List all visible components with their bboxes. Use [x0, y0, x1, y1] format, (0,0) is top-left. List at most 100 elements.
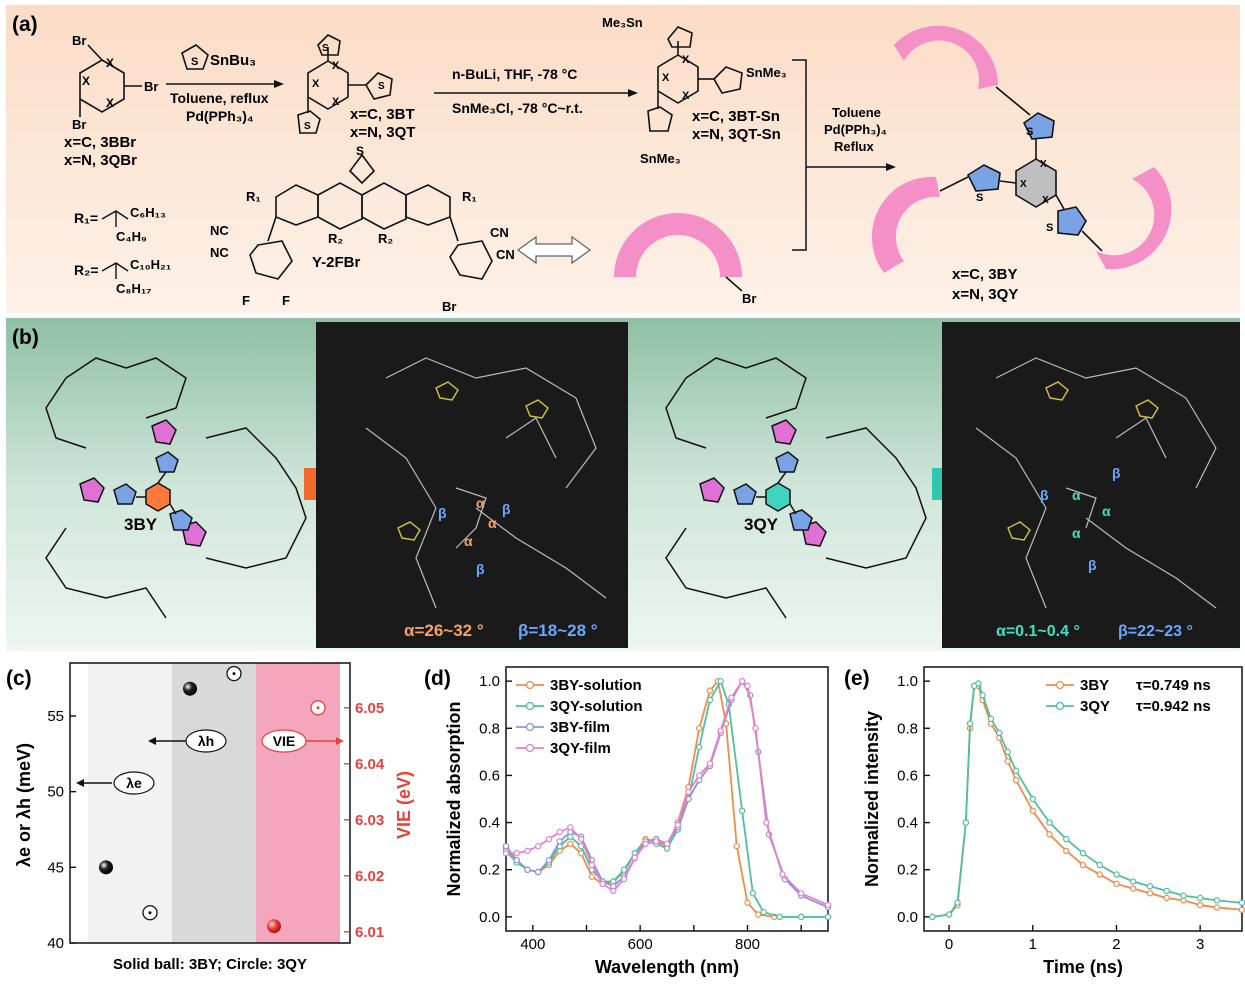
ytick-label: 0.4: [479, 815, 500, 832]
series-point-2: [524, 866, 531, 873]
series-point-1: [1113, 871, 1120, 878]
series-point-3: [738, 677, 746, 685]
product-line-1: x=C, 3BY: [952, 266, 1017, 283]
angles-3by-beta: β=18~28 °: [518, 621, 598, 640]
series-point-0: [1213, 904, 1221, 911]
atom-x-sn-2: X: [662, 72, 670, 84]
product-arc-3: [1096, 167, 1172, 270]
legend-annotation-0: τ=0.749 ns: [1136, 677, 1211, 694]
conformer-3qy-bg: [942, 322, 1240, 648]
3by-point-1: [183, 681, 197, 696]
series-point-1: [797, 913, 805, 921]
mid-line-1: x=C, 3BT: [350, 106, 415, 123]
atom-nc-y-1: NC: [210, 223, 229, 238]
xtick-label: 800: [735, 936, 760, 953]
legend-label-2: 3BY-film: [550, 719, 610, 736]
product-core: [939, 86, 1103, 252]
arrow-le-head: [76, 779, 84, 787]
arrow-1-head: [274, 80, 284, 88]
series-point-0: [1012, 776, 1020, 784]
legend-label-0: 3BY: [1080, 677, 1109, 694]
series-point-3: [706, 760, 714, 767]
panel-b-structures: (b) 3BY: [12, 322, 1240, 648]
atom-br-3: Br: [72, 117, 86, 132]
atom-x-mid-2: X: [312, 78, 320, 90]
beta-3qy-1: β: [1040, 487, 1049, 503]
arrow-2-head: [628, 89, 638, 97]
chart-c: (c) 40 45 50 55 6.01 6.02 6.03 6.04 6.05 λe or …: [6, 662, 414, 973]
atom-s-p3: S: [1046, 222, 1053, 234]
3qy-point-dot-1: [232, 672, 236, 676]
series-point-1: [979, 692, 986, 699]
atom-s-mid-3: S: [304, 121, 311, 132]
legend-marker-2: [525, 722, 535, 732]
cond1-line-2: Pd(PPh₃)₄: [186, 108, 254, 124]
series-point-0: [755, 911, 762, 918]
atom-s-p1: S: [1026, 126, 1033, 138]
panel-c-label: (c): [6, 667, 32, 690]
ytick-right-label: 6.05: [355, 700, 384, 717]
series-point-2: [502, 842, 510, 850]
ytick-left-label: 45: [47, 859, 64, 876]
c-points: [99, 665, 326, 934]
plot-frame-e: [923, 666, 1243, 932]
ytick-right-label: 6.03: [355, 812, 384, 829]
series-point-0: [696, 725, 703, 732]
series-e: [929, 680, 1245, 921]
band-vie: [256, 663, 340, 943]
panel-a-label: (a): [12, 13, 38, 36]
product-arc-2: [871, 176, 940, 273]
tag-vie: VIE: [273, 733, 296, 749]
cond3-line-1: Toluene: [832, 105, 881, 120]
series-point-1: [1004, 748, 1011, 756]
alpha-3by-2: α: [488, 515, 497, 531]
series-point-0: [1163, 894, 1170, 902]
series-line-1: [932, 682, 1243, 918]
conformer-3by-bg: [316, 322, 628, 648]
xlabel-d: Wavelength (nm): [595, 957, 739, 977]
panel-b-label: (b): [12, 326, 39, 349]
me3sn-label: Me₃Sn: [602, 15, 643, 30]
tag-lh-oval: [185, 729, 227, 753]
atom-r2-y-2: R₂: [378, 231, 393, 246]
cond1-line-1: Toluene, reflux: [170, 90, 269, 106]
series-point-3: [744, 682, 751, 690]
series-point-3: [696, 772, 703, 779]
ylabel-e: Normalized intensity: [862, 711, 882, 887]
band-lambda-h: [172, 663, 256, 943]
xlabel-e: Time (ns): [1043, 957, 1123, 977]
legend-marker-3: [525, 743, 535, 753]
legend-label-3: 3QY-film: [550, 740, 611, 757]
series-point-1: [776, 913, 783, 921]
atom-s-mid-2: S: [378, 81, 385, 92]
r2-label: R₂=: [74, 262, 99, 278]
series-point-3: [824, 901, 832, 909]
y2fbr-structure: [249, 153, 493, 280]
series-point-3: [588, 861, 596, 869]
series-point-1: [717, 677, 724, 685]
series-point-1: [824, 913, 832, 921]
series-point-1: [1180, 892, 1187, 899]
band-lambda-e: [88, 663, 172, 943]
legend-e: 3BY τ=0.749 ns 3QY τ=0.942 ns: [1046, 677, 1211, 715]
legend-marker-1: [1055, 701, 1065, 711]
ytick-label: 0.8: [897, 720, 918, 737]
r2-sub-1: C₁₀H₂₁: [130, 257, 171, 272]
atom-f-y-1: F: [242, 293, 250, 308]
series-line-1: [505, 678, 828, 918]
atom-x-1: X: [106, 56, 114, 70]
series-point-0: [1238, 906, 1245, 913]
panel-a-scheme: (a) Br Br Br X X X x=C, 3BBr x=N, 3QBr S…: [12, 13, 1172, 314]
chart-e: (e) 0 1 2 3 0.0 0.2 0.4 0.6 0.8 1.0 3BY τ=0.749 ns…: [844, 666, 1245, 977]
atom-x-3: X: [106, 96, 114, 110]
atom-f-y-2: F: [282, 293, 290, 308]
xtick-label: 400: [520, 936, 545, 953]
series-point-0: [1063, 847, 1070, 855]
panel-d-label: (d): [424, 667, 451, 690]
series-point-1: [738, 807, 746, 814]
legend-label-0: 3BY-solution: [550, 677, 642, 694]
ytick-label: 0.2: [479, 862, 500, 879]
atom-br-2: Br: [144, 79, 158, 94]
alpha-3by-1: α: [476, 495, 485, 511]
ytick-left-label: 55: [47, 708, 64, 725]
